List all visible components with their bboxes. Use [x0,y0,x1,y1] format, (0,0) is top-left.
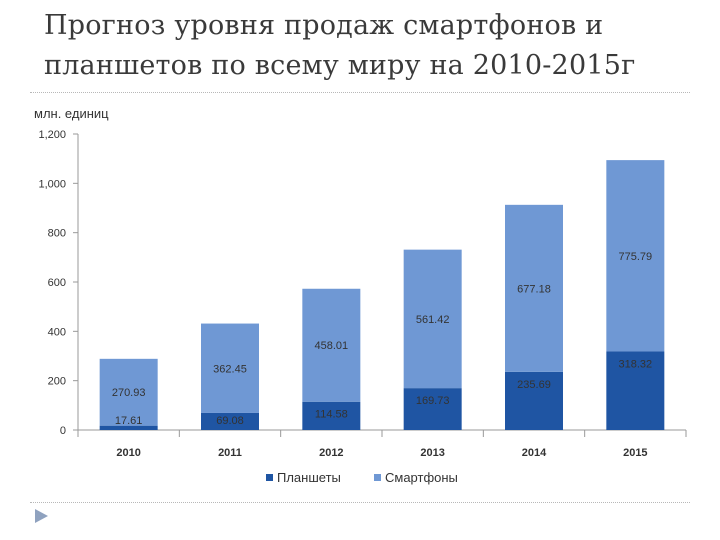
y-tick-label: 800 [48,228,66,240]
legend-swatch-tablets [266,474,273,481]
bar-tablets [505,371,563,430]
bar-smartphones [302,288,361,402]
bar-smartphones [403,249,462,389]
x-tick-label: 2012 [319,447,343,459]
bar-smartphones [505,204,563,372]
slide-title: Прогноз уровня продаж смартфонов и планш… [44,6,704,86]
data-label-tablets: 169.73 [416,395,450,407]
legend-label-tablets: Планшеты [277,470,341,485]
data-label-tablets: 17.61 [115,415,143,427]
y-tick-label: 0 [60,425,66,437]
bar-tablets [403,388,462,430]
title-divider [30,92,690,93]
data-label-smartphones: 677.18 [517,283,551,295]
bar-smartphones [99,358,158,426]
data-label-tablets: 69.08 [216,415,244,427]
data-label-smartphones: 458.01 [315,340,349,352]
data-label-smartphones: 561.42 [416,314,450,326]
slide-title-line-1: Прогноз уровня продаж смартфонов и [44,10,604,41]
data-label-tablets: 318.32 [619,358,653,370]
y-tick-label: 600 [48,277,66,289]
bar-tablets [302,401,361,430]
next-slide-arrow-icon[interactable] [34,508,50,524]
data-label-tablets: 235.69 [517,379,551,391]
footer-divider [30,502,690,503]
legend-label-smartphones: Смартфоны [385,470,458,485]
x-tick-label: 2011 [218,447,242,459]
data-label-smartphones: 362.45 [213,363,247,375]
slide-title-line-2: планшетов по всему миру на 2010-2015г [44,50,636,81]
x-tick-label: 2013 [420,447,444,459]
data-label-tablets: 114.58 [315,409,348,421]
bar-tablets [99,425,158,430]
x-tick-label: 2015 [623,447,647,459]
data-label-smartphones: 270.93 [112,387,146,399]
y-tick-label: 1,000 [38,178,66,190]
bar-smartphones [201,323,259,413]
data-label-smartphones: 775.79 [619,251,653,263]
bar-smartphones [606,160,665,352]
y-tick-label: 400 [48,326,66,338]
x-tick-label: 2010 [116,447,140,459]
y-axis-label: млн. единиц [34,106,109,121]
bar-tablets [606,351,665,430]
y-tick-label: 1,200 [38,129,66,141]
legend-swatch-smartphones [374,474,381,481]
y-tick-label: 200 [48,376,66,388]
bar-tablets [201,412,259,430]
x-tick-label: 2014 [522,447,547,459]
